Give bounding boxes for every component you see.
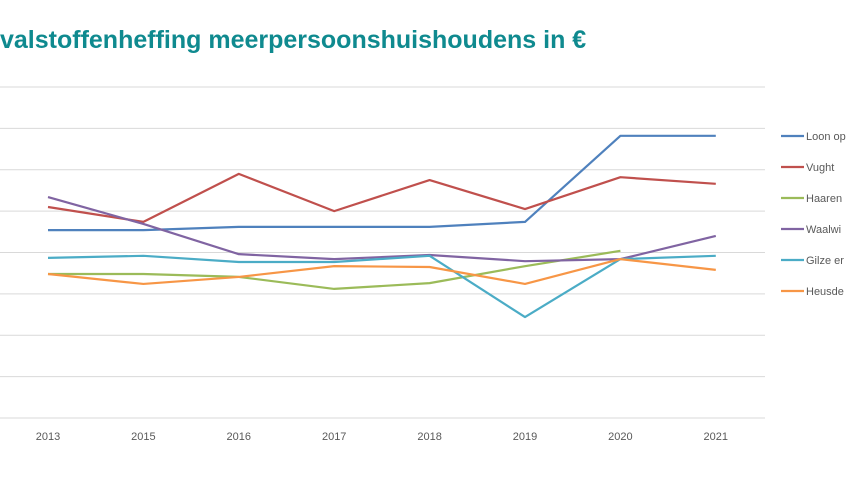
series-line-heusde <box>47 258 716 286</box>
series-line-vught <box>47 172 716 223</box>
legend-label: Loon op <box>806 131 846 143</box>
series-line-loon-op <box>48 134 716 232</box>
legend-label: Gilze er <box>806 255 844 267</box>
legend-label: Haaren <box>806 193 842 205</box>
x-tick-label: 2013 <box>36 431 60 443</box>
chart-title: valstoffenheffing meerpersoonshuishouden… <box>0 26 587 54</box>
legend-label: Heusde <box>806 286 844 298</box>
series-line-gilze-er <box>47 254 716 319</box>
x-tick-label: 2021 <box>704 431 728 443</box>
x-tick-label: 2019 <box>513 431 537 443</box>
x-tick-label: 2016 <box>227 431 251 443</box>
legend-label: Waalwi <box>806 224 841 236</box>
x-tick-label: 2015 <box>131 431 155 443</box>
legend-label: Vught <box>806 162 834 174</box>
x-tick-label: 2018 <box>417 431 441 443</box>
x-tick-label: 2017 <box>322 431 346 443</box>
series-line-waalwi <box>47 195 717 263</box>
x-tick-label: 2020 <box>608 431 632 443</box>
